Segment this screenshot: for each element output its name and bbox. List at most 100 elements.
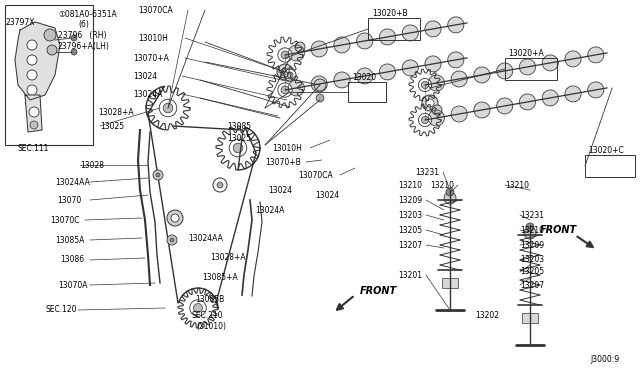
Circle shape: [295, 42, 305, 52]
Circle shape: [281, 51, 289, 59]
Text: 13070CA: 13070CA: [298, 170, 333, 180]
Text: 23796   (RH): 23796 (RH): [58, 31, 106, 39]
Polygon shape: [311, 76, 327, 92]
Text: FRONT: FRONT: [360, 286, 397, 296]
Text: 13020+C: 13020+C: [588, 145, 624, 154]
Text: 23796+A(LH): 23796+A(LH): [58, 42, 110, 51]
Text: 13028+A: 13028+A: [98, 108, 134, 116]
Text: 13203: 13203: [520, 256, 544, 264]
Circle shape: [524, 227, 536, 239]
Polygon shape: [588, 47, 604, 63]
Polygon shape: [402, 60, 419, 76]
Polygon shape: [25, 95, 42, 132]
Circle shape: [233, 143, 243, 153]
Bar: [442, 278, 458, 288]
Text: 13201: 13201: [398, 270, 422, 279]
Circle shape: [29, 107, 39, 117]
Text: 13025: 13025: [100, 122, 124, 131]
Circle shape: [284, 69, 296, 81]
Text: 13024A: 13024A: [133, 90, 163, 99]
Bar: [368, 18, 420, 40]
Circle shape: [159, 99, 177, 117]
Circle shape: [419, 78, 431, 92]
Text: 13020+A: 13020+A: [508, 48, 544, 58]
Polygon shape: [380, 29, 396, 45]
Circle shape: [432, 105, 442, 115]
Circle shape: [426, 99, 434, 107]
Bar: [585, 155, 635, 177]
Polygon shape: [451, 106, 467, 122]
Circle shape: [281, 86, 289, 94]
Circle shape: [193, 304, 202, 312]
Text: 13231: 13231: [415, 167, 439, 176]
Polygon shape: [334, 37, 350, 53]
Text: SEC.111: SEC.111: [18, 144, 49, 153]
Polygon shape: [474, 67, 490, 83]
Circle shape: [278, 48, 292, 62]
Polygon shape: [428, 110, 444, 126]
Circle shape: [419, 113, 431, 126]
Circle shape: [47, 45, 57, 55]
Text: 13024: 13024: [133, 71, 157, 80]
Circle shape: [167, 210, 183, 226]
Text: (6): (6): [78, 19, 89, 29]
Text: 13010H: 13010H: [138, 33, 168, 42]
Polygon shape: [474, 102, 490, 118]
Text: 13070+A: 13070+A: [133, 54, 169, 62]
Circle shape: [27, 70, 37, 80]
Text: 13209: 13209: [398, 196, 422, 205]
Polygon shape: [448, 52, 464, 68]
Text: ①081A0-6351A: ①081A0-6351A: [58, 10, 116, 19]
Text: 13203: 13203: [398, 211, 422, 219]
Polygon shape: [542, 90, 558, 106]
Polygon shape: [15, 22, 60, 100]
Text: 13085+A: 13085+A: [202, 273, 237, 282]
Bar: [348, 82, 386, 102]
Polygon shape: [497, 98, 513, 114]
Circle shape: [229, 139, 247, 157]
Text: 13231: 13231: [520, 211, 544, 219]
Circle shape: [316, 94, 324, 102]
Text: 13020: 13020: [352, 73, 376, 81]
Circle shape: [71, 49, 77, 55]
Bar: [505, 58, 557, 80]
Text: 13085: 13085: [227, 122, 251, 131]
Polygon shape: [356, 68, 372, 84]
Polygon shape: [402, 25, 419, 41]
Circle shape: [27, 40, 37, 50]
Text: J3000:9: J3000:9: [590, 356, 619, 365]
Circle shape: [170, 238, 174, 242]
Circle shape: [421, 81, 429, 89]
Text: 13070C: 13070C: [50, 215, 79, 224]
Polygon shape: [311, 41, 327, 57]
Text: 13210: 13210: [398, 180, 422, 189]
Circle shape: [30, 121, 38, 129]
Polygon shape: [334, 72, 350, 88]
Text: 13025: 13025: [227, 134, 251, 142]
Circle shape: [444, 192, 456, 204]
Text: 13028+A: 13028+A: [210, 253, 246, 263]
Polygon shape: [425, 56, 441, 72]
Text: 13070CA: 13070CA: [138, 6, 173, 15]
Circle shape: [71, 35, 77, 41]
Circle shape: [422, 95, 438, 111]
Text: 13085B: 13085B: [195, 295, 224, 305]
Circle shape: [163, 103, 173, 113]
Polygon shape: [588, 82, 604, 98]
Text: 13209: 13209: [520, 241, 544, 250]
Text: 13086: 13086: [60, 256, 84, 264]
Polygon shape: [565, 51, 581, 67]
Text: 13210: 13210: [505, 180, 529, 189]
Circle shape: [421, 116, 429, 124]
Bar: [5, 5, 93, 145]
Polygon shape: [448, 17, 464, 33]
Polygon shape: [380, 64, 396, 80]
Bar: [522, 313, 538, 323]
Text: 13070A: 13070A: [58, 280, 88, 289]
Circle shape: [27, 55, 37, 65]
Text: 13028: 13028: [80, 160, 104, 170]
Text: 13024: 13024: [268, 186, 292, 195]
Circle shape: [277, 64, 293, 80]
Text: 13024A: 13024A: [255, 205, 284, 215]
Polygon shape: [565, 86, 581, 102]
